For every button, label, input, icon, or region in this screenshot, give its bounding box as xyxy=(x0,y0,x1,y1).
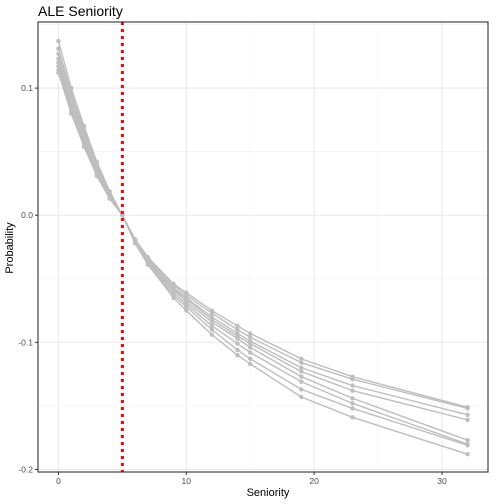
series-5-point xyxy=(465,438,470,443)
series-2-point xyxy=(248,335,253,340)
y-tick-label: 0.1 xyxy=(21,83,33,93)
chart-title: ALE Seniority xyxy=(38,3,123,19)
panel-border xyxy=(37,21,489,473)
y-tick-label: 0.0 xyxy=(21,210,33,220)
series-1-point xyxy=(81,124,87,129)
series-1-point xyxy=(248,331,253,336)
series-7-point xyxy=(350,406,355,411)
plot-layer: 0 10 20 30 0.1 0.0 -0.1 -0.2 xyxy=(18,21,489,486)
series-2-point xyxy=(299,360,304,365)
series-5-point xyxy=(235,336,240,341)
series-4-point xyxy=(248,341,253,346)
series-6-point xyxy=(235,341,240,346)
series-4-point xyxy=(350,388,355,393)
series-line-1 xyxy=(57,40,468,408)
x-tick-label: 10 xyxy=(182,476,192,486)
series-5-point xyxy=(350,396,355,401)
series-5-point xyxy=(248,345,253,350)
series-2-point xyxy=(350,377,355,382)
series-8-point xyxy=(299,394,304,400)
series-1-point xyxy=(56,38,61,44)
x-axis-title: Seniority xyxy=(247,487,290,499)
series-1-point xyxy=(69,85,74,91)
series-7-point xyxy=(209,327,215,332)
series-5-point xyxy=(56,60,61,65)
x-tick-label: 20 xyxy=(309,476,319,486)
series-6-point xyxy=(69,104,74,110)
series-3-point xyxy=(299,365,304,370)
series-8-point xyxy=(81,144,87,149)
series-6-point xyxy=(248,350,253,355)
series-8-point xyxy=(184,308,189,313)
series-7-point xyxy=(248,356,253,362)
series-line-4 xyxy=(57,58,468,421)
series-8-point xyxy=(56,70,61,76)
series-8-point xyxy=(120,213,125,218)
series-7-point xyxy=(465,443,470,448)
series-8-point xyxy=(171,295,176,301)
series-6-point xyxy=(209,323,215,329)
series-6-point xyxy=(350,401,355,406)
series-8-point xyxy=(132,240,138,246)
series-8-point xyxy=(248,361,253,367)
series-5-point xyxy=(299,374,304,379)
series-8-point xyxy=(145,262,151,267)
series-7-point xyxy=(299,387,304,392)
series-4-point xyxy=(299,369,304,374)
series-line-8 xyxy=(57,72,468,455)
series-5-point xyxy=(209,319,215,325)
x-tick-label: 0 xyxy=(56,476,61,486)
series-line-7 xyxy=(57,70,468,446)
series-line-5 xyxy=(57,62,468,441)
series-2-point xyxy=(209,310,215,316)
series-8-point xyxy=(69,111,74,116)
series-4-point xyxy=(465,417,470,423)
series-8-point xyxy=(107,196,112,201)
y-axis-title: Probability xyxy=(4,222,16,274)
series-3-point xyxy=(56,51,61,56)
series-6-point xyxy=(56,64,61,69)
series-6-point xyxy=(299,379,304,384)
series-7-point xyxy=(184,304,189,309)
series-7-point xyxy=(235,347,240,353)
series-3-point xyxy=(69,94,74,100)
series-line-6 xyxy=(57,66,468,445)
series-3-point xyxy=(465,412,470,417)
series-2-point xyxy=(69,90,74,96)
series-5-point xyxy=(81,135,87,140)
series-8-point xyxy=(94,173,100,179)
series-2-point xyxy=(235,327,240,332)
y-tick-label: -0.1 xyxy=(18,337,33,347)
series-1-point xyxy=(299,356,304,362)
series-8-point xyxy=(465,452,470,457)
series-1-point xyxy=(235,323,240,329)
series-4-point xyxy=(56,56,61,62)
series-8-point xyxy=(209,332,215,337)
series-2-point xyxy=(56,46,61,51)
series-3-point xyxy=(350,383,355,388)
x-tick-label: 30 xyxy=(437,476,447,486)
y-tick-label: -0.2 xyxy=(18,464,33,474)
series-8-point xyxy=(350,415,355,420)
series-line-3 xyxy=(57,53,468,416)
series-5-point xyxy=(69,101,74,106)
series-8-point xyxy=(235,352,240,358)
series-2-point xyxy=(465,406,470,411)
